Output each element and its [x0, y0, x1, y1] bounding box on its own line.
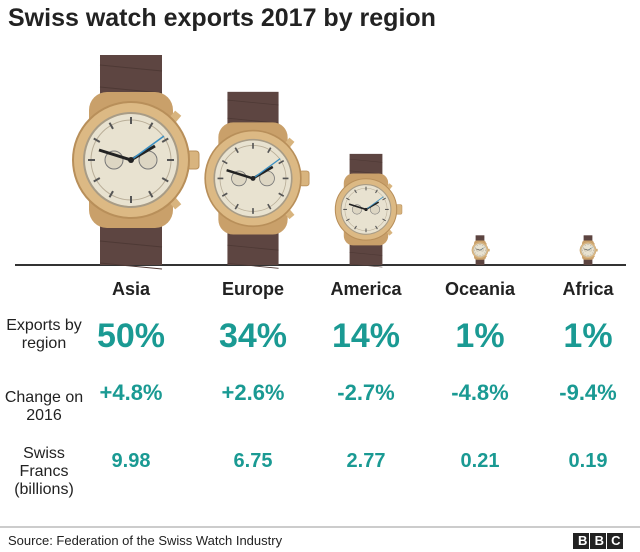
hour-mark: [278, 192, 285, 197]
value-label: 0.19: [568, 450, 608, 472]
value-label: 9.98: [111, 450, 151, 472]
hour-mark: [278, 159, 285, 165]
value-label: 0.21: [460, 450, 500, 472]
hand: [583, 248, 589, 251]
watch: [334, 153, 403, 268]
watch: [204, 91, 310, 269]
hour-mark: [346, 197, 350, 201]
hour-mark: [148, 122, 154, 130]
hand: [365, 196, 384, 210]
strap-texture: [475, 239, 485, 241]
logo-box: [607, 533, 623, 549]
hand: [226, 168, 254, 180]
hand: [479, 246, 485, 251]
logo-box: [590, 533, 606, 549]
value-label: 14%: [331, 317, 401, 355]
hand: [252, 158, 281, 179]
hour-mark: [354, 225, 357, 230]
category-label: Asia: [111, 279, 151, 299]
pin: [479, 249, 481, 251]
strap-texture: [583, 239, 593, 241]
category-label: Africa: [562, 279, 614, 299]
value-label: -9.4%: [559, 380, 617, 405]
strap-texture: [227, 262, 279, 269]
value-label: -2.7%: [337, 380, 395, 405]
strap-texture: [349, 158, 383, 163]
value-label: 6.75: [233, 450, 273, 472]
value-label: 1%: [455, 317, 505, 355]
strap-texture: [583, 264, 593, 266]
hour-mark: [375, 225, 378, 230]
pin: [250, 175, 256, 181]
strap-texture: [349, 170, 383, 175]
category-label: Europe: [221, 279, 285, 299]
row-label: Change on 2016: [4, 389, 84, 424]
logo-box: [573, 533, 589, 549]
value-label: +4.8%: [99, 380, 163, 405]
value-label: 1%: [563, 317, 613, 355]
hour-mark: [148, 190, 154, 198]
hour-mark: [93, 177, 101, 183]
value-label: 2.77: [346, 450, 386, 472]
hour-mark: [221, 192, 228, 197]
strap-texture: [583, 236, 593, 238]
hour-mark: [93, 137, 101, 143]
hour-mark: [221, 159, 228, 165]
hour-mark: [234, 147, 239, 154]
watch: [72, 55, 200, 270]
hand: [348, 203, 367, 211]
strap-texture: [349, 252, 383, 256]
pin: [364, 207, 368, 212]
hour-mark: [161, 177, 169, 183]
hand: [130, 135, 165, 161]
value-label: 50%: [96, 317, 166, 355]
hour-mark: [354, 189, 357, 194]
strap-texture: [227, 244, 279, 251]
category-label: Oceania: [444, 279, 516, 299]
row-label: Swiss Francs (billions): [14, 445, 74, 498]
strap-texture: [99, 262, 163, 270]
hour-mark: [382, 218, 386, 222]
pin: [128, 157, 134, 163]
hour-mark: [267, 147, 272, 154]
strap-texture: [475, 236, 485, 238]
hour-mark: [234, 203, 239, 210]
strap-texture: [99, 64, 163, 72]
row-label: Exports by region: [6, 317, 82, 352]
hour-mark: [382, 197, 386, 201]
logo: BBC: [578, 533, 628, 548]
hand: [98, 148, 132, 162]
strap-texture: [349, 263, 383, 268]
hour-mark: [346, 218, 350, 222]
pin: [587, 249, 589, 251]
strap-texture: [475, 264, 485, 266]
hand: [475, 248, 481, 251]
hour-mark: [267, 203, 272, 210]
value-label: +2.6%: [221, 380, 285, 405]
value-label: -4.8%: [451, 380, 509, 405]
hour-mark: [375, 189, 378, 194]
hour-mark: [108, 190, 114, 198]
source: Source: Federation of the Swiss Watch In…: [8, 533, 283, 548]
watch: [579, 235, 598, 266]
strap-texture: [583, 261, 593, 263]
hand: [587, 246, 593, 251]
value-label: 34%: [218, 317, 288, 355]
category-label: America: [330, 279, 402, 299]
chart-title: Swiss watch exports 2017 by region: [8, 4, 436, 32]
hour-mark: [108, 122, 114, 130]
hour-mark: [161, 137, 169, 143]
strap-texture: [99, 240, 163, 248]
watch: [471, 235, 490, 266]
strap-texture: [227, 99, 279, 106]
strap-texture: [475, 261, 485, 263]
